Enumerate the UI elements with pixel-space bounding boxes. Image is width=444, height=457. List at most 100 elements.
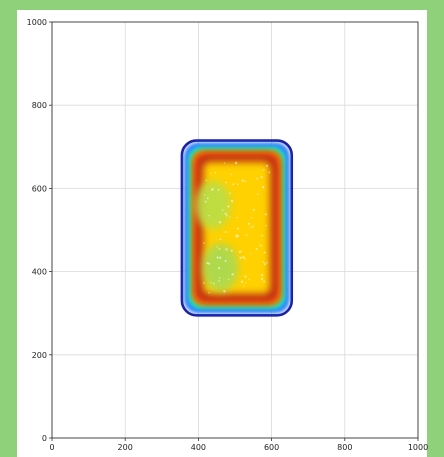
speckle [237, 235, 240, 237]
speckle [227, 278, 230, 281]
x-tick-label: 400 [191, 443, 206, 452]
speckle [245, 234, 248, 237]
speckle [208, 215, 210, 217]
speckle [210, 282, 212, 284]
speckle [218, 247, 221, 250]
speckle [263, 263, 266, 266]
density-spot-2 [202, 243, 239, 292]
speckle [235, 235, 238, 238]
speckle [249, 253, 252, 255]
speckle [211, 189, 213, 191]
speckle [244, 275, 247, 278]
y-tick-label: 800 [32, 101, 47, 110]
speckle [232, 183, 235, 186]
speckle [268, 171, 271, 174]
speckle [216, 256, 219, 258]
speckle [208, 292, 210, 294]
speckle [265, 164, 269, 167]
speckle [225, 181, 227, 184]
speckle [263, 251, 266, 254]
speckle [236, 216, 239, 219]
speckle [207, 262, 210, 265]
speckle [203, 194, 206, 196]
speckle [250, 217, 253, 219]
x-tick-label: 600 [264, 443, 279, 452]
speckle [261, 234, 264, 237]
speckle [244, 180, 247, 183]
speckle [225, 214, 228, 217]
speckle [263, 280, 266, 283]
x-tick-label: 200 [118, 443, 133, 452]
x-tick-label: 1000 [408, 443, 428, 452]
speckle [255, 248, 258, 251]
axes [51, 21, 419, 439]
y-tick-label: 400 [32, 268, 47, 277]
speckle [230, 249, 233, 252]
x-tick-label: 0 [49, 443, 54, 452]
speckle [262, 261, 265, 263]
speckle [224, 259, 227, 262]
axes-frame [51, 21, 419, 439]
speckle [234, 161, 238, 165]
speckle [219, 256, 222, 259]
speckle [204, 200, 207, 203]
speckle [261, 185, 265, 189]
speckle [260, 273, 264, 277]
x-tick-label: 800 [337, 443, 352, 452]
speckle [236, 227, 239, 230]
speckle [216, 246, 218, 248]
speckle [230, 199, 234, 203]
speckle [223, 290, 226, 293]
speckle [240, 250, 242, 253]
speckle [224, 212, 227, 215]
speckle [243, 285, 245, 287]
speckle [245, 282, 247, 284]
y-tick-label: 1000 [27, 18, 47, 27]
speckle [227, 205, 230, 208]
speckle [230, 173, 232, 176]
speckle [247, 222, 251, 225]
y-tick-label: 0 [42, 434, 47, 443]
speckle [214, 172, 216, 174]
speckle [213, 282, 215, 285]
speckle [252, 208, 255, 211]
speckle [250, 227, 252, 229]
speckle [261, 277, 264, 281]
speckle [259, 244, 262, 247]
speckle [217, 188, 220, 191]
speckle [241, 179, 245, 182]
speckle [262, 168, 265, 171]
speckle [239, 256, 242, 260]
speckle [256, 193, 259, 196]
speckle [218, 221, 222, 224]
speckle [240, 280, 244, 283]
speckle [224, 162, 226, 164]
y-tick-label: 200 [32, 351, 47, 360]
speckle [265, 261, 268, 264]
speckle [218, 277, 221, 279]
y-tick-label: 600 [32, 184, 47, 193]
speckle [231, 273, 234, 276]
speckle [221, 209, 224, 212]
speckle [225, 248, 228, 251]
speckle [206, 197, 209, 200]
speckle [203, 242, 205, 244]
speckle [203, 282, 205, 284]
speckle [238, 251, 241, 254]
speckle [251, 225, 254, 228]
speckle [236, 183, 239, 186]
speckle [224, 231, 227, 234]
speckle [260, 175, 263, 179]
speckle [264, 213, 267, 216]
density-spot-1 [195, 181, 232, 230]
speckle [205, 179, 208, 181]
speckle [229, 192, 231, 195]
density-ring-outline [180, 139, 294, 317]
speckle [244, 257, 246, 260]
speckle [265, 224, 267, 227]
speckle [210, 173, 212, 175]
speckle [248, 278, 250, 280]
density-region [180, 139, 294, 317]
speckle [219, 238, 222, 241]
